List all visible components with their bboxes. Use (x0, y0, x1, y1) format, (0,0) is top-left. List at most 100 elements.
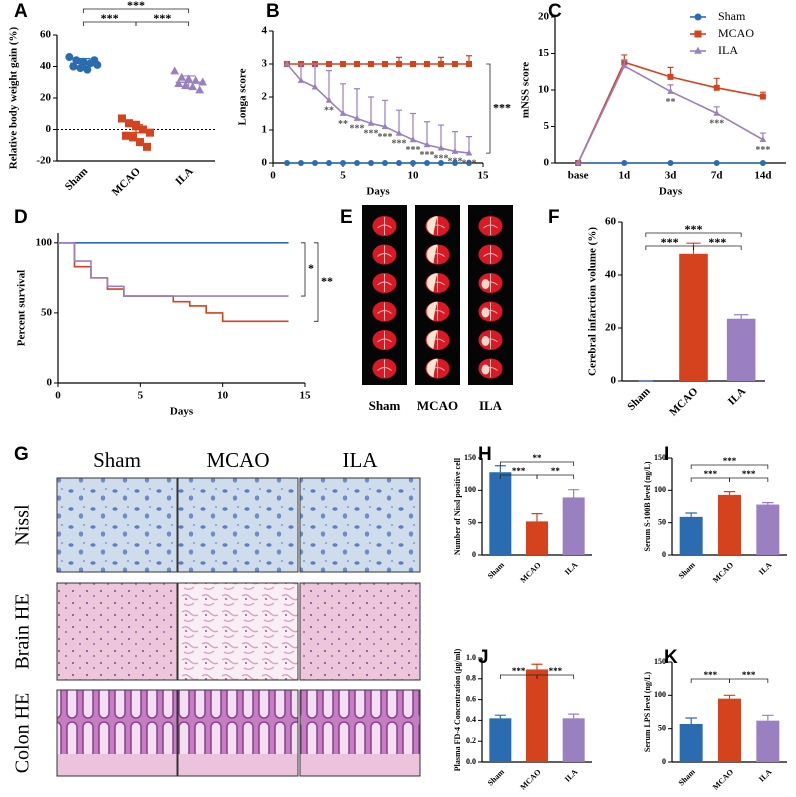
x-tick-label: MCAO (110, 165, 143, 198)
series-line (58, 242, 289, 323)
marker (283, 60, 291, 67)
y-tick-label: 50 (658, 723, 666, 732)
x-tick-label: Sham (486, 767, 506, 787)
significance-label: ** (666, 97, 676, 108)
error-bar (568, 489, 580, 498)
x-tick-label: Sham (486, 560, 506, 580)
y-tick-label: 1 (262, 124, 268, 136)
y-tick-label: 0 (262, 157, 268, 169)
group-label: MCAO (417, 398, 458, 413)
y-tick-label: 20 (538, 11, 550, 23)
marker (438, 61, 444, 67)
row-label: Nissl (12, 504, 34, 546)
micrograph (177, 582, 299, 681)
significance-bracket (301, 242, 306, 297)
marker (368, 160, 374, 166)
brain-slice-detail (377, 274, 392, 292)
y-tick-label: 60 (40, 29, 52, 41)
marker (437, 144, 445, 151)
marker (759, 160, 766, 166)
brain-slice-detail (483, 245, 498, 264)
significance-label: ** (338, 119, 348, 130)
y-tick-label: 60 (605, 216, 617, 228)
error-bar (410, 112, 416, 140)
bar (562, 497, 585, 555)
marker (118, 114, 126, 123)
marker (69, 62, 78, 71)
y-tick-label: 0 (472, 550, 476, 559)
brain-slice-detail (377, 359, 392, 378)
marker (410, 61, 416, 67)
marker (129, 133, 137, 142)
micrograph (299, 582, 421, 681)
significance-label: *** (661, 235, 679, 249)
y-tick-label: 40 (605, 269, 617, 281)
marker (621, 160, 628, 166)
marker (90, 56, 99, 65)
marker (438, 160, 444, 166)
submucosa (57, 754, 177, 776)
y-tick-label: 10 (538, 84, 550, 96)
error-bar (531, 663, 543, 670)
x-tick-label: ILA (757, 767, 774, 784)
significance-label: *** (378, 132, 393, 143)
significance-label: *** (448, 157, 463, 168)
marker (382, 160, 388, 166)
y-tick-label: 0 (46, 123, 52, 135)
marker (396, 61, 402, 67)
marker (136, 138, 144, 147)
marker (181, 80, 191, 89)
significance-label: ** (321, 274, 333, 288)
marker (694, 30, 702, 38)
x-axis-label: Days (659, 186, 683, 198)
x-tick-label: Sham (63, 165, 91, 193)
micrograph (56, 582, 178, 681)
significance-label: ** (551, 466, 561, 476)
marker (382, 61, 388, 67)
y-axis-label: Serum S-100B level (ng/L) (643, 461, 652, 551)
infarct (426, 216, 438, 235)
significance-bracket (486, 63, 491, 154)
bar (756, 504, 780, 555)
x-tick-label: ILA (173, 165, 195, 187)
y-tick-label: 0 (662, 757, 666, 766)
error-bar (762, 502, 774, 505)
marker (423, 141, 431, 148)
panel-label: K (664, 647, 678, 668)
y-tick-label: 1.0 (466, 653, 476, 662)
y-tick-label: 150 (464, 453, 476, 462)
brain-slice-detail (377, 302, 392, 321)
legend-label: MCAO (718, 26, 754, 40)
panel-label: I (664, 444, 669, 465)
marker (284, 160, 290, 166)
y-tick-label: 50 (41, 306, 53, 318)
significance-label: *** (755, 145, 770, 156)
error-bar (76, 58, 91, 69)
y-tick-label: 20 (40, 92, 52, 104)
bar (679, 253, 708, 381)
brain-slice-detail (377, 217, 392, 235)
significance-label: *** (723, 456, 737, 466)
error-bar (312, 63, 318, 88)
marker (311, 83, 319, 90)
infarct (481, 307, 490, 318)
y-axis-label: Percent survival (16, 270, 28, 346)
y-tick-label: 0 (611, 375, 617, 387)
y-axis-label: mNSS score (520, 62, 532, 118)
infarct (426, 358, 438, 378)
significance-label: *** (420, 150, 435, 161)
marker (146, 128, 154, 137)
marker (395, 129, 403, 136)
marker (195, 85, 205, 94)
y-tick-label: 50 (658, 517, 666, 526)
marker (170, 66, 180, 75)
y-axis-label: Serum LPS level (ng/L) (643, 672, 652, 753)
marker (465, 149, 473, 156)
significance-bracket (536, 474, 575, 479)
micrograph (56, 477, 178, 573)
marker (694, 46, 702, 54)
marker (667, 87, 674, 94)
marker (621, 62, 628, 69)
panel-label: J (478, 647, 489, 668)
bar (489, 718, 512, 762)
